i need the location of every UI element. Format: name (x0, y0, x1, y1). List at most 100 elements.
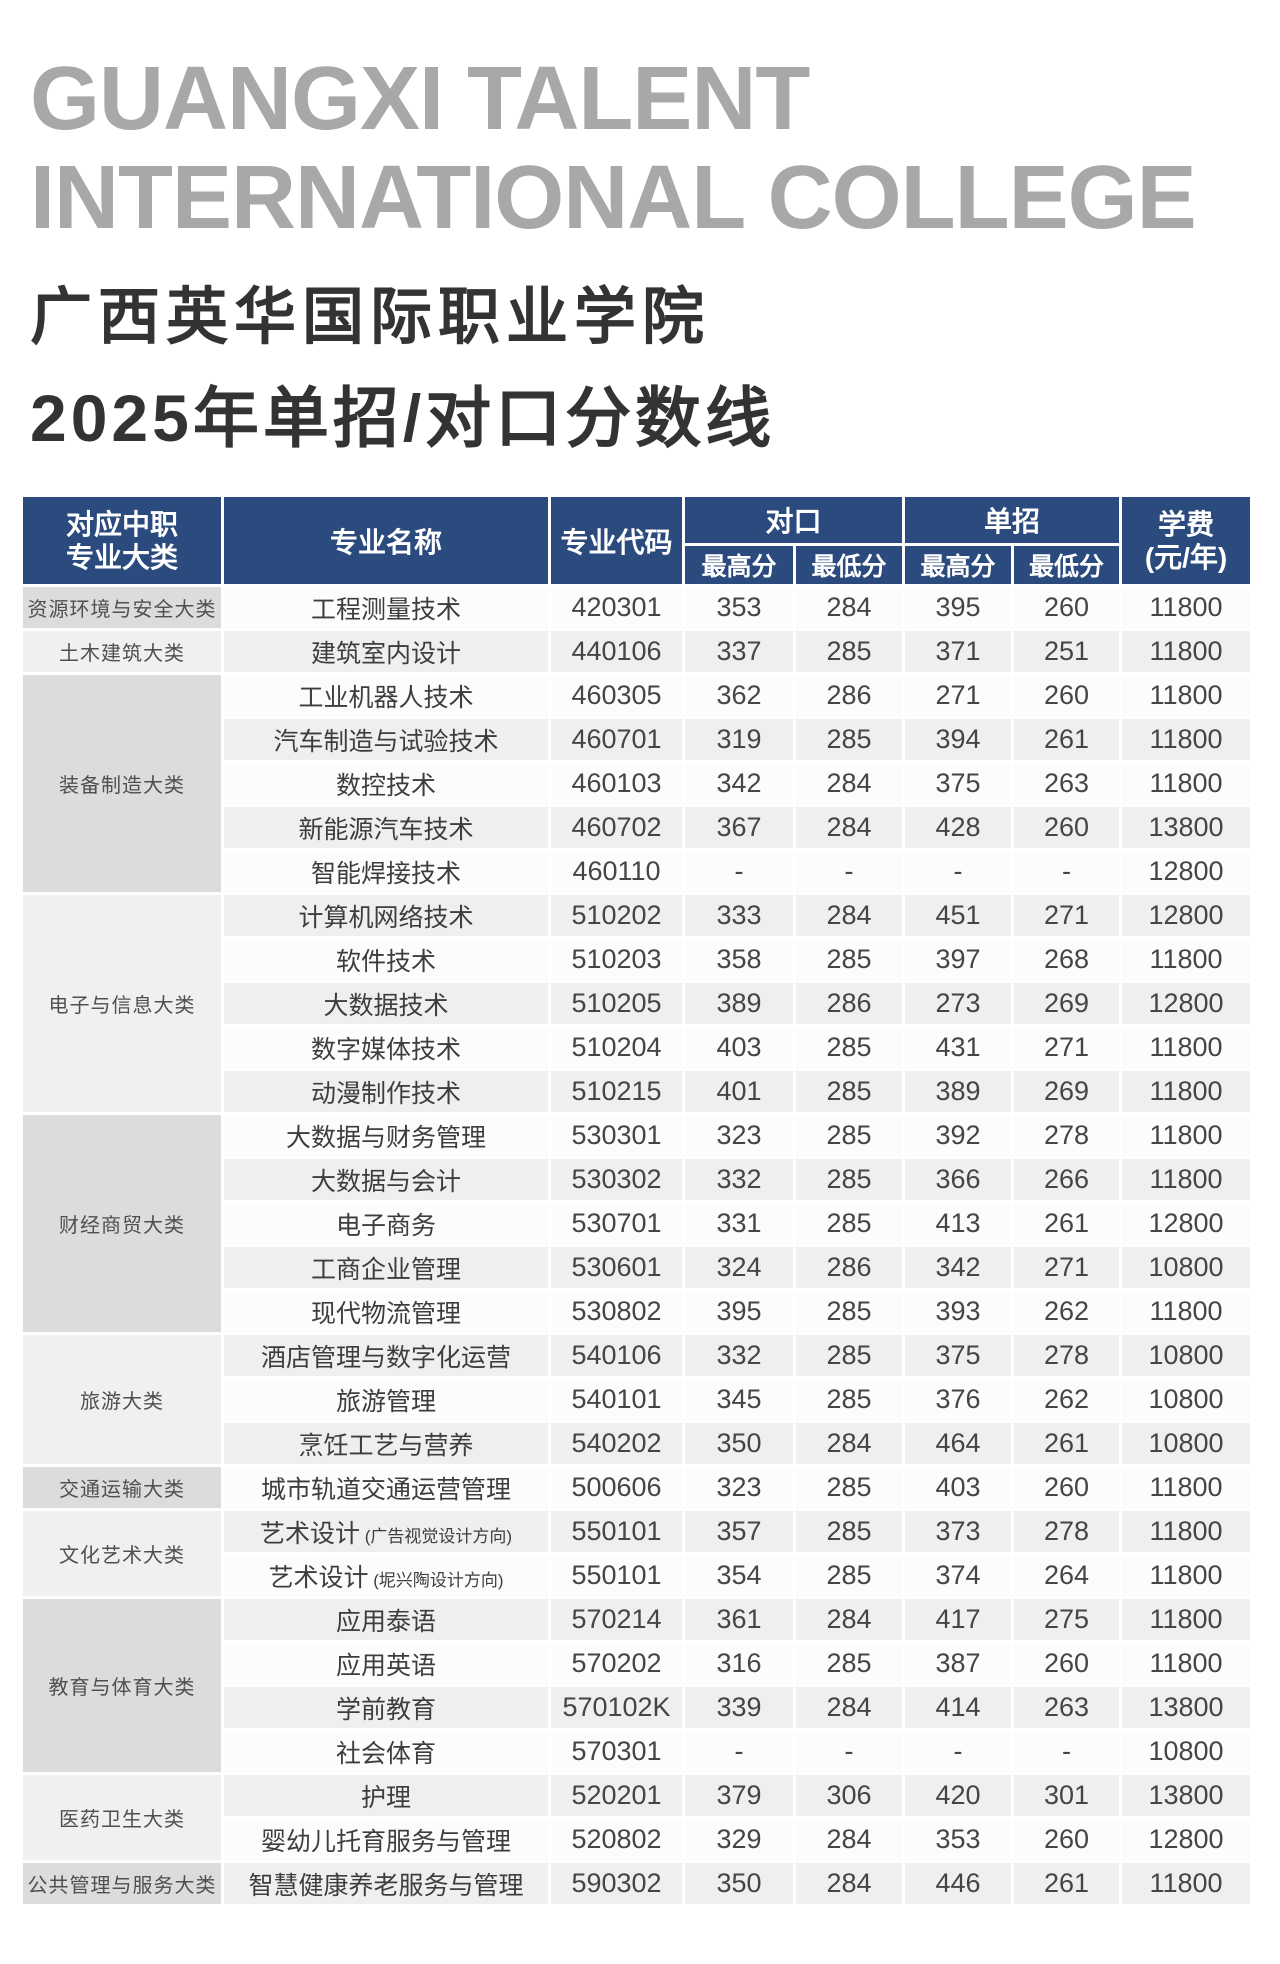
major-name: 城市轨道交通运营管理 (260, 1475, 511, 1504)
duikou-min-cell: 284 (796, 1423, 903, 1464)
table-row: 软件技术 510203 358 285 397 268 11800 (23, 939, 1251, 980)
fee-cell: 11800 (1122, 1643, 1251, 1684)
duikou-min-cell: 286 (796, 675, 903, 716)
major-name: 工业机器人技术 (298, 683, 474, 712)
fee-cell: 11800 (1122, 1555, 1251, 1596)
major-name-cell: 应用英语 (224, 1643, 548, 1684)
category-cell: 交通运输大类 (23, 1467, 221, 1508)
code-cell: 530301 (551, 1115, 682, 1156)
table-row: 土木建筑大类 建筑室内设计 440106 337 285 371 251 11800 (23, 631, 1251, 672)
fee-cell: 10800 (1122, 1731, 1251, 1772)
major-direction-note: (广告视觉设计方向) (359, 1526, 513, 1546)
danzhao-min-cell: 266 (1014, 1159, 1120, 1200)
major-name: 数控技术 (335, 771, 436, 800)
danzhao-min-cell: 268 (1014, 939, 1120, 980)
table-row: 大数据技术 510205 389 286 273 269 12800 (23, 983, 1251, 1024)
danzhao-min-cell: 271 (1014, 1247, 1120, 1288)
major-name: 婴幼儿托育服务与管理 (260, 1827, 511, 1856)
major-name: 酒店管理与数字化运营 (260, 1343, 511, 1372)
fee-cell: 11800 (1122, 1599, 1251, 1640)
danzhao-max-cell: - (905, 1731, 1012, 1772)
major-name: 软件技术 (335, 947, 436, 976)
fee-cell: 11800 (1122, 1291, 1251, 1332)
duikou-max-cell: 403 (685, 1027, 793, 1068)
danzhao-min-cell: 260 (1014, 1467, 1120, 1508)
code-cell: 510203 (551, 939, 682, 980)
danzhao-max-cell: 366 (905, 1159, 1012, 1200)
college-name-zh: 广西英华国际职业学院 (30, 283, 711, 352)
duikou-min-cell: 285 (796, 1071, 903, 1112)
code-cell: 550101 (551, 1511, 682, 1552)
major-name-cell: 工程测量技术 (224, 587, 548, 628)
danzhao-min-cell: 260 (1014, 1819, 1120, 1860)
duikou-max-cell: 350 (685, 1863, 793, 1904)
duikou-min-cell: 285 (796, 1159, 903, 1200)
duikou-min-cell: 285 (796, 939, 903, 980)
table-row: 交通运输大类 城市轨道交通运营管理 500606 323 285 403 260 11800 (23, 1467, 1251, 1508)
table-row: 学前教育 570102K 339 284 414 263 13800 (23, 1687, 1251, 1728)
fee-cell: 11800 (1122, 1511, 1251, 1552)
duikou-max-cell: 316 (685, 1643, 793, 1684)
code-cell: 540202 (551, 1423, 682, 1464)
category-cell: 医药卫生大类 (23, 1775, 221, 1860)
major-name: 应用泰语 (335, 1607, 436, 1636)
code-cell: 520802 (551, 1819, 682, 1860)
major-name: 大数据与财务管理 (285, 1123, 486, 1152)
fee-cell: 10800 (1122, 1379, 1251, 1420)
code-cell: 460305 (551, 675, 682, 716)
duikou-min-cell: 284 (796, 807, 903, 848)
danzhao-max-cell: 392 (905, 1115, 1012, 1156)
danzhao-max-cell: 428 (905, 807, 1012, 848)
col-header-danzhao-min: 最低分 (1014, 546, 1120, 584)
table-row: 婴幼儿托育服务与管理 520802 329 284 353 260 12800 (23, 1819, 1251, 1860)
col-header-major: 专业名称 (224, 497, 548, 584)
code-cell: 530802 (551, 1291, 682, 1332)
danzhao-max-cell: 464 (905, 1423, 1012, 1464)
fee-cell: 10800 (1122, 1423, 1251, 1464)
fee-cell: 11800 (1122, 631, 1251, 672)
code-cell: 570214 (551, 1599, 682, 1640)
table-row: 应用英语 570202 316 285 387 260 11800 (23, 1643, 1251, 1684)
major-name: 工商企业管理 (310, 1255, 461, 1284)
danzhao-max-cell: 342 (905, 1247, 1012, 1288)
danzhao-max-cell: 431 (905, 1027, 1012, 1068)
danzhao-max-cell: 451 (905, 895, 1012, 936)
major-name: 大数据技术 (323, 991, 449, 1020)
duikou-max-cell: 367 (685, 807, 793, 848)
scores-table-body: 资源环境与安全大类 工程测量技术 420301 353 284 395 260 11800 土木… (23, 587, 1251, 1904)
fee-cell: 11800 (1122, 587, 1251, 628)
duikou-min-cell: 285 (796, 631, 903, 672)
fee-cell: 13800 (1122, 807, 1251, 848)
danzhao-max-cell: 413 (905, 1203, 1012, 1244)
danzhao-max-cell: 271 (905, 675, 1012, 716)
fee-cell: 12800 (1122, 983, 1251, 1024)
table-row: 工商企业管理 530601 324 286 342 271 10800 (23, 1247, 1251, 1288)
major-name-cell: 汽车制造与试验技术 (224, 719, 548, 760)
major-direction-note: (坭兴陶设计方向) (368, 1570, 504, 1590)
duikou-min-cell: 285 (796, 1511, 903, 1552)
fee-cell: 10800 (1122, 1247, 1251, 1288)
col-header-duikou-min: 最低分 (796, 546, 903, 584)
danzhao-min-cell: 275 (1014, 1599, 1120, 1640)
fee-cell: 10800 (1122, 1335, 1251, 1376)
category-cell: 教育与体育大类 (23, 1599, 221, 1772)
danzhao-min-cell: - (1014, 1731, 1120, 1772)
duikou-min-cell: - (796, 1731, 903, 1772)
duikou-max-cell: 323 (685, 1467, 793, 1508)
duikou-min-cell: 285 (796, 1027, 903, 1068)
college-name-en-line2: INTERNATIONAL COLLEGE (30, 148, 1197, 248)
major-name: 新能源汽车技术 (298, 815, 474, 844)
duikou-min-cell: 285 (796, 719, 903, 760)
major-name-cell: 现代物流管理 (224, 1291, 548, 1332)
table-row: 动漫制作技术 510215 401 285 389 269 11800 (23, 1071, 1251, 1112)
code-cell: 460702 (551, 807, 682, 848)
category-cell: 财经商贸大类 (23, 1115, 221, 1332)
major-name: 艺术设计 (268, 1563, 369, 1592)
duikou-min-cell: 286 (796, 983, 903, 1024)
fee-cell: 12800 (1122, 1819, 1251, 1860)
major-name: 智能焊接技术 (310, 859, 461, 888)
table-row: 装备制造大类 工业机器人技术 460305 362 286 271 260 11800 (23, 675, 1251, 892)
danzhao-min-cell: 260 (1014, 1643, 1120, 1684)
danzhao-min-cell: 278 (1014, 1115, 1120, 1156)
code-cell: 500606 (551, 1467, 682, 1508)
